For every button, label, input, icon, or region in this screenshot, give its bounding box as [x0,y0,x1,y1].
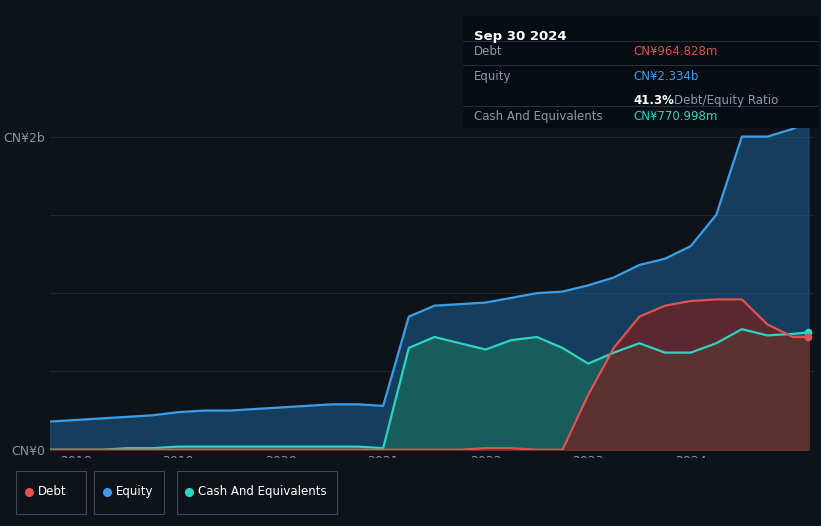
Text: Sep 30 2024: Sep 30 2024 [474,29,566,43]
Text: Equity: Equity [116,485,154,498]
Text: CN¥770.998m: CN¥770.998m [633,110,718,123]
Text: Debt: Debt [38,485,67,498]
Text: 41.3%: 41.3% [633,94,674,107]
Text: Debt/Equity Ratio: Debt/Equity Ratio [674,94,778,107]
Text: Equity: Equity [474,70,511,83]
Text: Cash And Equivalents: Cash And Equivalents [198,485,327,498]
Text: Debt: Debt [474,45,502,58]
Text: CN¥2.334b: CN¥2.334b [633,70,699,83]
Text: CN¥964.828m: CN¥964.828m [633,45,718,58]
Text: Cash And Equivalents: Cash And Equivalents [474,110,603,123]
